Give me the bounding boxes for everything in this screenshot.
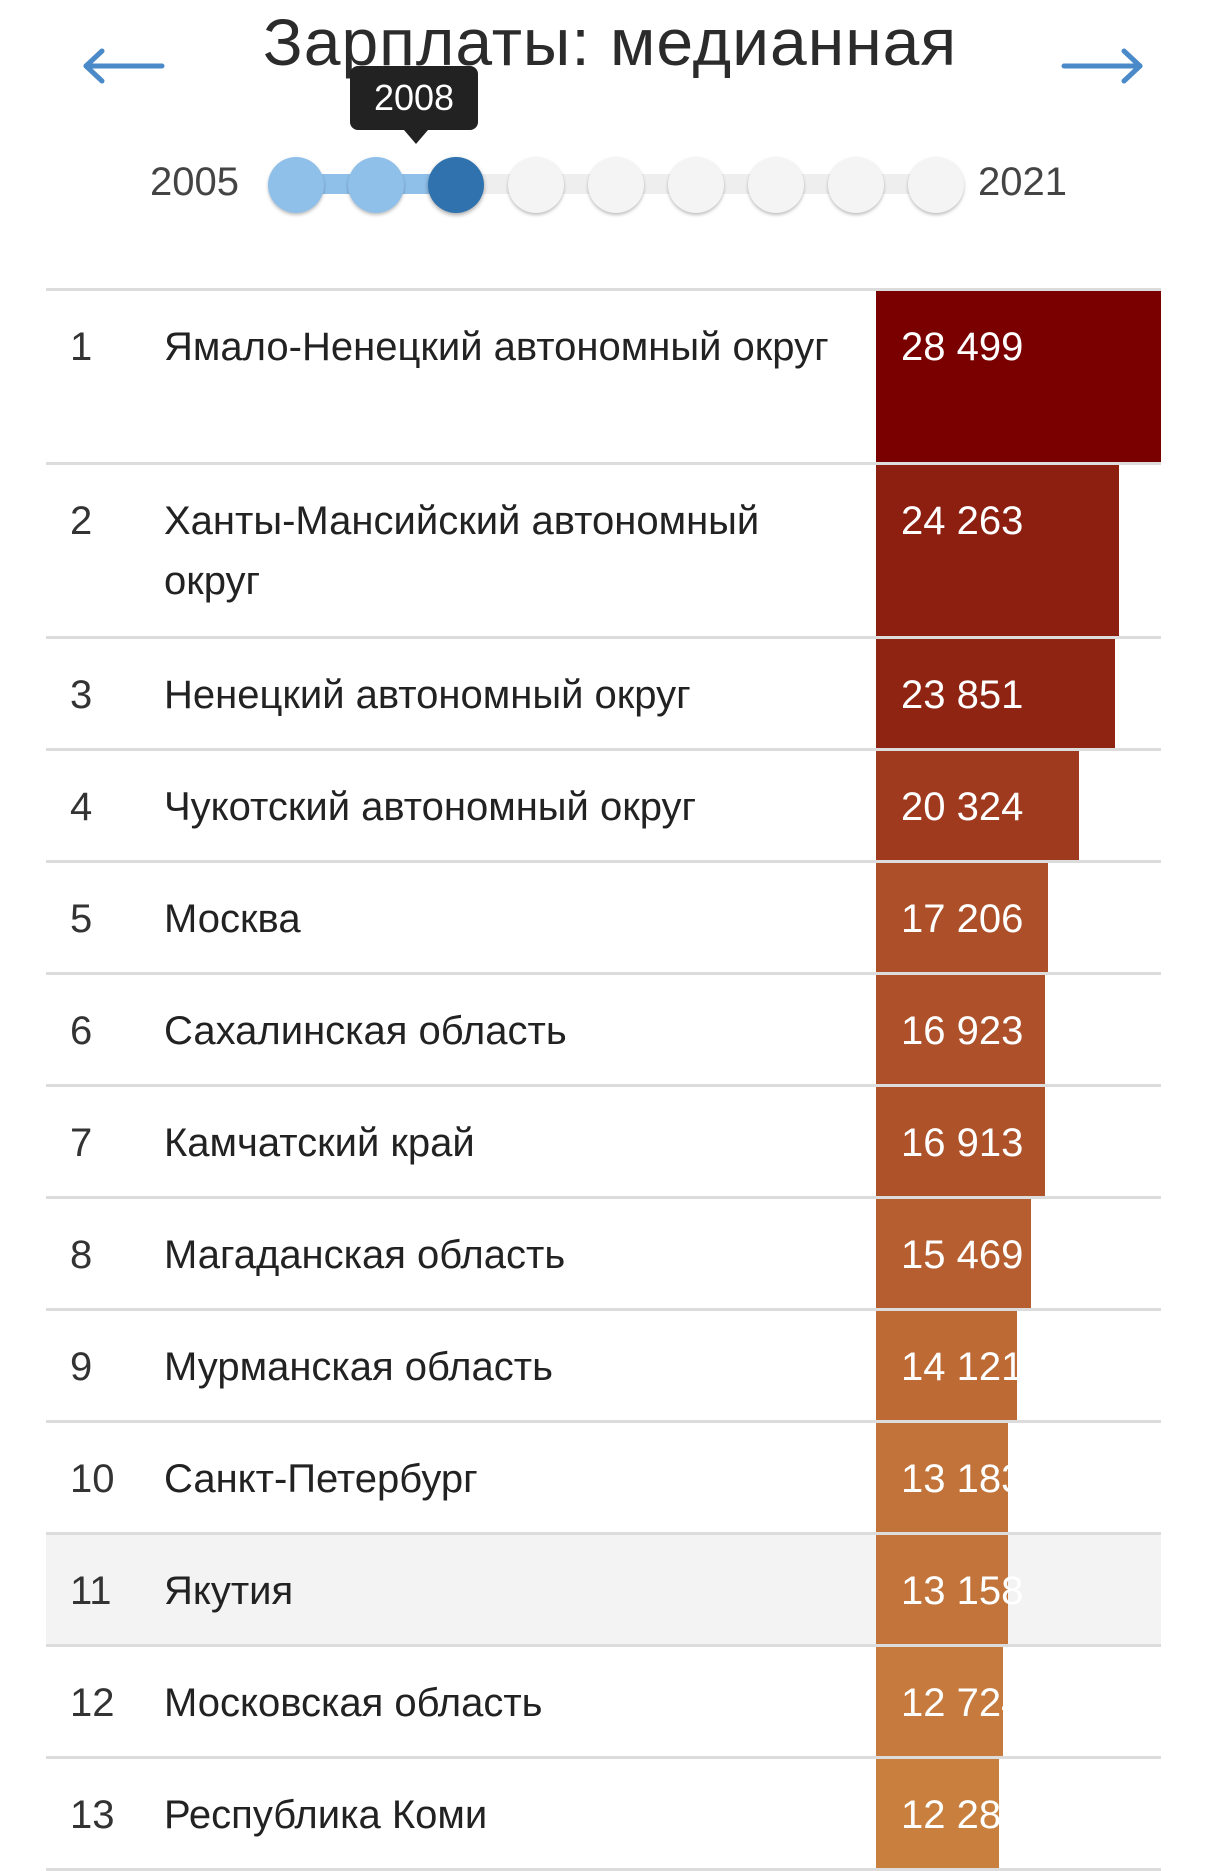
table-row[interactable]: 3 Ненецкий автономный округ 23 851 (46, 639, 1161, 751)
slider-step[interactable] (668, 157, 724, 213)
salary-value: 17 206 (901, 897, 1024, 941)
region-name: Ненецкий автономный округ (164, 673, 691, 717)
value-bar (876, 465, 1119, 636)
table-row[interactable]: 6 Сахалинская область 16 923 (46, 975, 1161, 1087)
ranking-table: 1 Ямало-Ненецкий автономный округ 28 499 2 Х… (46, 288, 1161, 1871)
table-row[interactable]: 10 Санкт-Петербург 13 183 (46, 1423, 1161, 1535)
region-name: Сахалинская область (164, 1009, 567, 1053)
previous-year-button[interactable] (80, 46, 166, 86)
region-name: Якутия (164, 1569, 294, 1613)
salary-value: 14 121 (901, 1345, 1024, 1389)
table-row[interactable]: 12 Московская область 12 724 (46, 1647, 1161, 1759)
salary-value: 15 469 (901, 1233, 1024, 1277)
salary-value: 16 923 (901, 1009, 1024, 1053)
salary-value: 13 183 (901, 1457, 1024, 1501)
value-bar (876, 1087, 1045, 1196)
slider-step[interactable] (908, 157, 964, 213)
table-row[interactable]: 1 Ямало-Ненецкий автономный округ 28 499 (46, 291, 1161, 465)
value-bar (876, 1311, 1017, 1420)
rank-number: 4 (70, 785, 93, 829)
region-name: Ямало-Ненецкий автономный округ (164, 325, 829, 369)
table-row[interactable]: 7 Камчатский край 16 913 (46, 1087, 1161, 1199)
slider-step[interactable] (828, 157, 884, 213)
region-name: Московская область (164, 1681, 543, 1725)
table-row[interactable]: 4 Чукотский автономный округ 20 324 (46, 751, 1161, 863)
slider-start-year: 2005 (150, 160, 239, 204)
salary-value: 23 851 (901, 673, 1024, 717)
salary-value: 13 158 (901, 1569, 1024, 1613)
value-bar (876, 1759, 999, 1868)
slider-step[interactable] (588, 157, 644, 213)
slider-step[interactable] (348, 157, 404, 213)
rank-number: 7 (70, 1121, 93, 1165)
slider-step[interactable] (748, 157, 804, 213)
table-row[interactable]: 9 Мурманская область 14 121 (46, 1311, 1161, 1423)
rank-number: 9 (70, 1345, 93, 1389)
slider-handle[interactable] (428, 157, 484, 213)
salary-value: 12 724 (901, 1681, 1024, 1725)
rank-number: 12 (70, 1681, 115, 1725)
value-bar (876, 1535, 1008, 1644)
region-name: Ханты-Мансийский автономный округ (164, 499, 760, 603)
rank-number: 6 (70, 1009, 93, 1053)
table-row[interactable]: 11 Якутия 13 158 (46, 1535, 1161, 1647)
region-name: Республика Коми (164, 1793, 488, 1837)
slider-step[interactable] (268, 157, 324, 213)
rank-number: 11 (70, 1569, 112, 1613)
value-bar (876, 975, 1045, 1084)
salary-value: 20 324 (901, 785, 1024, 829)
salary-value: 24 263 (901, 499, 1024, 543)
region-name: Магаданская область (164, 1233, 566, 1277)
value-bar (876, 639, 1115, 748)
region-name: Камчатский край (164, 1121, 475, 1165)
arrow-left-icon (83, 48, 165, 84)
salary-value: 16 913 (901, 1121, 1024, 1165)
slider-step[interactable] (508, 157, 564, 213)
region-name: Москва (164, 897, 301, 941)
arrow-right-icon (1061, 48, 1143, 84)
value-bar (876, 1647, 1003, 1756)
table-row[interactable]: 13 Республика Коми 12 289 (46, 1759, 1161, 1871)
selected-year-tooltip: 2008 (350, 66, 478, 144)
page-title: Зарплаты: медианная (262, 5, 958, 79)
rank-number: 3 (70, 673, 93, 717)
value-bar (876, 1199, 1031, 1308)
value-bar (876, 751, 1079, 860)
rank-number: 8 (70, 1233, 93, 1277)
rank-number: 2 (70, 499, 93, 543)
rank-number: 5 (70, 897, 93, 941)
table-row[interactable]: 5 Москва 17 206 (46, 863, 1161, 975)
rank-number: 10 (70, 1457, 115, 1501)
rank-number: 1 (70, 325, 93, 369)
salary-value: 12 289 (901, 1793, 1024, 1837)
region-name: Санкт-Петербург (164, 1457, 478, 1501)
next-year-button[interactable] (1060, 46, 1146, 86)
value-bar (876, 863, 1048, 972)
value-bar (876, 291, 1161, 462)
slider-end-year: 2021 (978, 160, 1067, 204)
salary-value: 28 499 (901, 325, 1024, 369)
table-row[interactable]: 2 Ханты-Мансийский автономный округ 24 263 (46, 465, 1161, 639)
value-bar (876, 1423, 1008, 1532)
table-row[interactable]: 8 Магаданская область 15 469 (46, 1199, 1161, 1311)
region-name: Мурманская область (164, 1345, 553, 1389)
rank-number: 13 (70, 1793, 115, 1837)
region-name: Чукотский автономный округ (164, 785, 697, 829)
